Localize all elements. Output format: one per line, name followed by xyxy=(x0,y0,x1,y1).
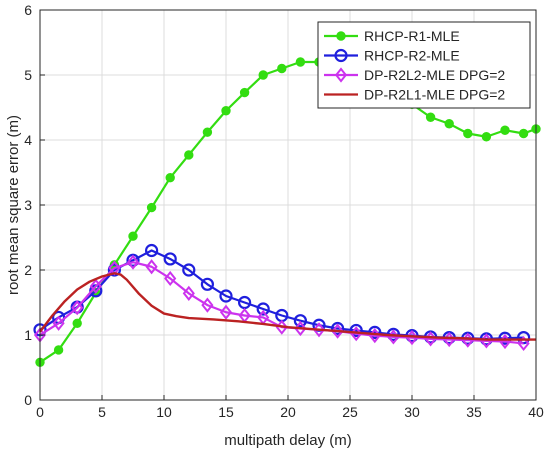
data-point xyxy=(444,119,454,129)
data-point xyxy=(293,314,307,328)
x-tick-label: 40 xyxy=(528,404,544,420)
y-tick-label: 6 xyxy=(24,2,32,18)
data-point xyxy=(165,173,175,183)
x-tick-label: 15 xyxy=(218,404,234,420)
data-point xyxy=(219,304,233,320)
x-tick-label: 0 xyxy=(36,404,44,420)
x-tick-label: 25 xyxy=(342,404,358,420)
series-dp-r2l1-mle-dpg-2 xyxy=(39,272,536,341)
data-point xyxy=(349,323,363,338)
data-point xyxy=(184,150,194,160)
data-point xyxy=(256,302,270,316)
grid-lines xyxy=(40,10,536,400)
legend: RHCP-R1-MLE RHCP-R2-MLE DP-R2L2-MLE DPG=2 D… xyxy=(317,21,531,109)
axis-ticks xyxy=(39,9,537,401)
data-point xyxy=(200,277,214,291)
legend-label: DP-R2L2-MLE DPG=2 xyxy=(364,67,505,83)
x-tick-label: 35 xyxy=(466,404,482,420)
legend-label: RHCP-R1-MLE xyxy=(364,28,460,44)
data-point xyxy=(145,259,158,275)
data-point xyxy=(71,300,84,316)
series-layer xyxy=(33,57,541,367)
y-tick-label: 0 xyxy=(24,392,32,408)
data-point xyxy=(481,132,492,142)
legend-item: DP-R2L1-MLE DPG=2 xyxy=(324,87,505,103)
y-tick-label: 2 xyxy=(24,262,32,278)
data-point xyxy=(52,315,65,331)
data-point xyxy=(182,263,196,277)
data-point xyxy=(312,322,326,338)
data-point xyxy=(202,127,213,137)
data-point xyxy=(425,112,436,122)
axis-tick-labels: 0 5 10 15 20 25 30 35 40 0 1 2 3 4 5 6 xyxy=(24,2,544,420)
y-tick-label: 1 xyxy=(24,327,32,343)
legend-item: RHCP-R2-MLE xyxy=(324,48,460,64)
y-tick-label: 4 xyxy=(24,132,32,148)
data-point xyxy=(72,318,82,328)
data-point xyxy=(201,297,214,313)
legend-label: DP-R2L1-MLE DPG=2 xyxy=(364,87,505,103)
data-point xyxy=(295,57,306,67)
x-axis-label: multipath delay (m) xyxy=(224,432,352,449)
data-point xyxy=(219,289,233,303)
data-point xyxy=(163,252,177,266)
data-point xyxy=(89,278,102,294)
data-point xyxy=(53,345,64,355)
series-line-dp-r2l1-mle-dpg-2 xyxy=(39,272,536,341)
data-point xyxy=(498,331,512,345)
data-point xyxy=(126,254,140,270)
data-point xyxy=(239,87,250,98)
data-point xyxy=(221,106,231,116)
legend-item: DP-R2L2-MLE DPG=2 xyxy=(324,67,505,83)
x-tick-label: 10 xyxy=(156,404,172,420)
x-tick-label: 20 xyxy=(280,404,296,420)
legend-marker xyxy=(336,31,346,41)
data-point xyxy=(128,231,138,241)
data-point xyxy=(258,70,268,80)
series-line-rhcp-r1-mle xyxy=(39,60,537,364)
legend-item: RHCP-R1-MLE xyxy=(324,28,460,44)
data-point xyxy=(146,202,157,213)
data-point xyxy=(518,128,529,139)
data-point xyxy=(164,270,177,287)
x-tick-label: 5 xyxy=(98,404,106,420)
y-axis-label: root mean square error (m) xyxy=(5,115,22,295)
data-point xyxy=(294,320,307,337)
legend-marker xyxy=(334,48,348,63)
data-point xyxy=(331,323,344,339)
data-point xyxy=(182,285,195,302)
y-tick-label: 3 xyxy=(24,197,32,213)
data-point xyxy=(517,335,530,352)
data-point xyxy=(500,125,510,135)
y-tick-label: 5 xyxy=(24,67,32,83)
data-point xyxy=(277,63,287,74)
x-tick-label: 30 xyxy=(404,404,420,420)
legend-marker xyxy=(334,67,348,83)
data-point xyxy=(145,243,159,258)
legend-label: RHCP-R2-MLE xyxy=(364,48,460,64)
data-point xyxy=(331,321,345,336)
data-point xyxy=(463,128,473,139)
